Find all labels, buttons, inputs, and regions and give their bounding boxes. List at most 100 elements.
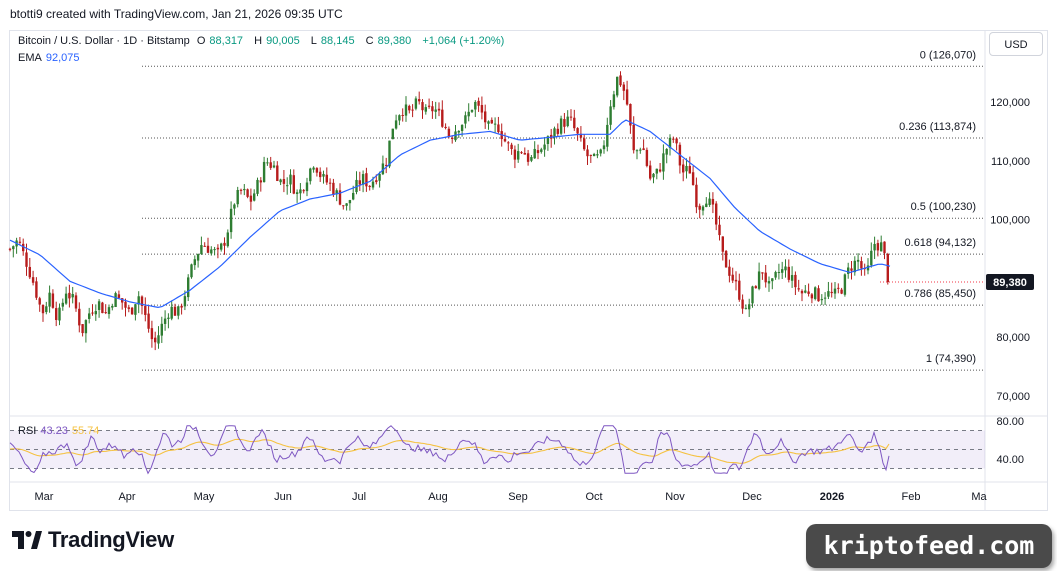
candle-body	[470, 109, 474, 112]
chart-frame	[9, 30, 1048, 511]
candle-body	[368, 185, 371, 187]
candle-body	[220, 243, 223, 250]
candle-body	[800, 290, 804, 294]
candle-body	[662, 153, 665, 172]
candle-body	[526, 153, 530, 162]
candle-body	[58, 307, 61, 321]
tradingview-logo[interactable]: TradingView	[12, 527, 174, 553]
candle-body	[348, 200, 352, 204]
candle-body	[569, 116, 573, 118]
candle-body	[111, 305, 114, 308]
candle-body	[163, 318, 167, 324]
candle-body	[437, 108, 441, 111]
candle-body	[233, 204, 236, 209]
candle-body	[418, 99, 421, 102]
candle-body	[94, 311, 97, 315]
candle-body	[22, 243, 25, 252]
rsi-value: 43.23	[40, 425, 68, 437]
candle-body	[695, 184, 698, 208]
candle-body	[616, 76, 619, 96]
candle-body	[444, 126, 447, 129]
ema-line	[9, 119, 891, 309]
candle-body	[187, 277, 190, 298]
candle-body	[262, 161, 266, 183]
candle-body	[790, 275, 794, 281]
fib-level-label: 1 (74,390)	[926, 353, 976, 365]
time-tick-label: Jun	[274, 491, 292, 503]
candle-body	[68, 292, 71, 299]
candle-body	[295, 192, 299, 194]
candle-body	[411, 109, 414, 111]
symbol-name: Bitcoin / U.S. Dollar · 1D · Bitstamp	[18, 35, 190, 47]
candle-body	[269, 162, 272, 168]
candle-body	[810, 294, 814, 299]
candle-body	[180, 305, 183, 308]
candle-body	[823, 297, 827, 299]
candle-body	[213, 249, 216, 251]
candle-body	[625, 89, 629, 105]
candle-body	[48, 292, 51, 307]
candle-body	[843, 274, 847, 295]
candle-body	[583, 138, 586, 150]
current-price-label: 89,380	[993, 277, 1027, 289]
time-tick-label: Apr	[118, 491, 135, 503]
candle-body	[325, 174, 328, 183]
candle-body	[606, 124, 609, 147]
candle-body	[866, 265, 870, 271]
candle-body	[365, 173, 368, 187]
candle-body	[563, 119, 566, 127]
candle-body	[279, 179, 282, 183]
candle-body	[883, 241, 886, 254]
candle-body	[576, 128, 579, 134]
candle-body	[315, 168, 319, 173]
candle-body	[414, 98, 418, 109]
candle-body	[352, 192, 355, 200]
candle-body	[45, 306, 48, 313]
ohlc-high: H 90,005	[254, 35, 300, 47]
candle-body	[757, 271, 761, 289]
currency-button[interactable]: USD	[989, 32, 1043, 56]
fib-level-label: 0 (126,070)	[920, 49, 976, 61]
ohlc-low: L 88,145	[310, 35, 355, 47]
candle-body	[140, 296, 144, 306]
candle-body	[114, 293, 117, 308]
candle-body	[876, 243, 880, 251]
candle-body	[523, 153, 526, 155]
candle-body	[520, 152, 523, 154]
ohlc-close: C 89,380	[365, 35, 412, 47]
candle-body	[292, 175, 295, 194]
candle-body	[781, 269, 784, 273]
time-tick-label: May	[194, 491, 215, 503]
candle-body	[860, 261, 863, 269]
candle-body	[134, 304, 137, 315]
candle-body	[513, 149, 517, 160]
candle-body	[121, 298, 124, 303]
candle-body	[216, 247, 220, 250]
candle-body	[688, 165, 691, 174]
candle-body	[394, 120, 398, 129]
candle-body	[754, 286, 757, 289]
candle-body	[797, 288, 800, 290]
candle-body	[787, 266, 790, 280]
candle-body	[441, 109, 444, 127]
candle-body	[144, 305, 147, 315]
fib-level-label: 0.5 (100,230)	[911, 201, 976, 213]
candle-body	[130, 307, 134, 315]
candle-body	[721, 236, 724, 252]
candle-body	[596, 154, 599, 156]
candle-body	[193, 259, 196, 266]
ema-value: 92,075	[45, 52, 80, 64]
candle-body	[173, 306, 177, 316]
candle-body	[150, 328, 154, 340]
candle-body	[391, 128, 394, 140]
candle-body	[266, 162, 269, 164]
candle-body	[401, 114, 404, 116]
ema-legend[interactable]: EMA 92,075	[18, 52, 80, 64]
candle-body	[74, 295, 78, 309]
candle-body	[837, 287, 840, 289]
rsi-legend[interactable]: RSI 43.23 55.74	[18, 425, 99, 437]
ohlc-open: O 88,317	[196, 35, 244, 47]
candle-body	[167, 317, 170, 319]
candle-body	[157, 335, 160, 344]
